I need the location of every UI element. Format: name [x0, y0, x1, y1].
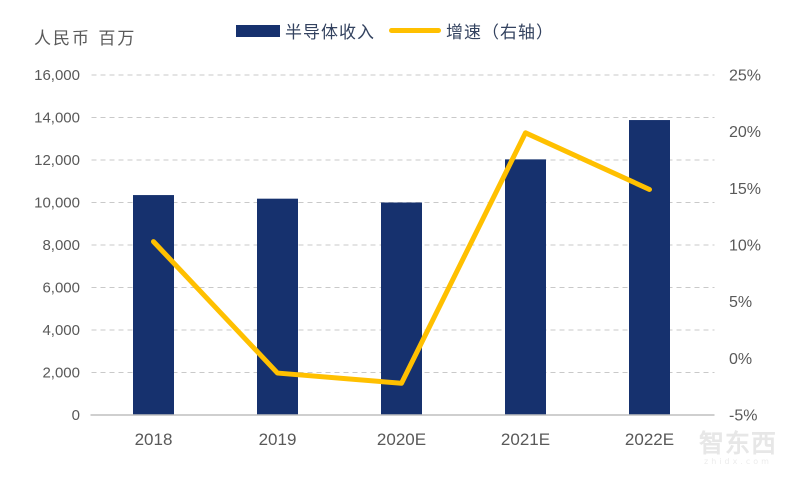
legend-item-revenue: 半导体收入: [236, 18, 375, 43]
bar-2021E: [505, 159, 546, 415]
x-axis-label: 2019: [259, 430, 297, 449]
x-axis-label: 2021E: [501, 430, 550, 449]
y2-axis-tick-label: 25%: [729, 68, 761, 85]
y-axis-tick-label: 2,000: [42, 365, 80, 382]
y-axis-tick-label: 10,000: [34, 195, 80, 212]
line-swatch-icon: [389, 28, 441, 33]
x-axis-label: 2022E: [625, 430, 674, 449]
y-axis-tick-label: 14,000: [34, 110, 80, 127]
bar-2022E: [629, 120, 670, 416]
legend-label-growth: 增速（右轴）: [446, 23, 554, 43]
x-axis-label: 2020E: [377, 430, 426, 449]
y2-axis-tick-label: 10%: [729, 238, 761, 255]
y2-axis-tick-label: 0%: [729, 351, 752, 368]
y-axis-tick-label: 4,000: [42, 322, 80, 339]
x-axis-label: 2018: [135, 430, 173, 449]
y2-axis-tick-label: -5%: [729, 408, 757, 425]
y2-axis-tick-label: 5%: [729, 294, 752, 311]
axis-unit-label: 人民币 百万: [34, 29, 137, 49]
bar-2019: [257, 198, 298, 415]
legend-label-revenue: 半导体收入: [285, 23, 375, 43]
y2-axis-tick-label: 15%: [729, 181, 761, 198]
y-axis-tick-label: 6,000: [42, 280, 80, 297]
growth-line: [151, 130, 652, 386]
y-axis-tick-label: 0: [72, 407, 80, 424]
bar-swatch-icon: [236, 24, 280, 37]
y-axis-tick-label: 8,000: [42, 237, 80, 254]
bar-2018: [133, 195, 174, 415]
y-axis-tick-label: 12,000: [34, 152, 80, 169]
y-axis-tick-label: 16,000: [34, 67, 80, 84]
legend-item-growth: 增速（右轴）: [389, 18, 554, 43]
y2-axis-tick-label: 20%: [729, 124, 761, 141]
legend: 半导体收入 增速（右轴）: [236, 18, 554, 43]
